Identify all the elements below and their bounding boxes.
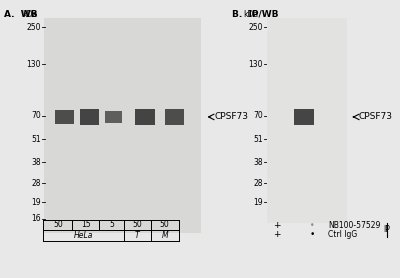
Bar (267, 18, 347, 223)
Text: 38: 38 (254, 158, 263, 167)
Text: T: T (135, 231, 140, 240)
Text: kDa: kDa (243, 9, 258, 19)
Bar (80, 109, 99, 125)
Bar (105, 110, 122, 123)
Bar (135, 109, 155, 125)
Text: 70: 70 (31, 111, 41, 120)
Text: HeLa: HeLa (74, 231, 93, 240)
Bar (294, 109, 314, 125)
Text: 50: 50 (53, 220, 63, 229)
Text: 5: 5 (109, 220, 114, 229)
Text: 50: 50 (160, 220, 170, 229)
Text: M: M (162, 231, 168, 240)
Text: 28: 28 (254, 179, 263, 188)
Text: •: • (309, 230, 315, 239)
Text: 130: 130 (26, 60, 41, 69)
Text: CPSF73: CPSF73 (358, 112, 392, 121)
Text: •: • (310, 220, 314, 230)
Text: 51: 51 (31, 135, 41, 144)
Text: B.  IP/WB: B. IP/WB (232, 9, 278, 19)
Bar (55, 110, 74, 124)
Text: +: + (273, 220, 280, 230)
Text: 38: 38 (31, 158, 41, 167)
Text: kDa: kDa (22, 9, 37, 19)
Text: 130: 130 (249, 60, 263, 69)
Text: 50: 50 (132, 220, 142, 229)
Text: 28: 28 (32, 179, 41, 188)
Text: 250: 250 (249, 23, 263, 31)
Text: 19: 19 (254, 198, 263, 207)
Text: 250: 250 (26, 23, 41, 31)
Text: 19: 19 (31, 198, 41, 207)
Text: Ctrl IgG: Ctrl IgG (328, 230, 357, 239)
Text: A.  WB: A. WB (4, 9, 38, 19)
Text: IP: IP (384, 225, 390, 234)
Bar (44, 18, 201, 232)
Text: NB100-57529: NB100-57529 (328, 220, 380, 230)
Text: 16: 16 (31, 214, 41, 223)
Text: 15: 15 (81, 220, 90, 229)
Bar (165, 109, 184, 125)
Text: CPSF73: CPSF73 (214, 112, 248, 121)
Text: 51: 51 (254, 135, 263, 144)
Text: 70: 70 (254, 111, 263, 120)
Text: +: + (273, 230, 280, 239)
